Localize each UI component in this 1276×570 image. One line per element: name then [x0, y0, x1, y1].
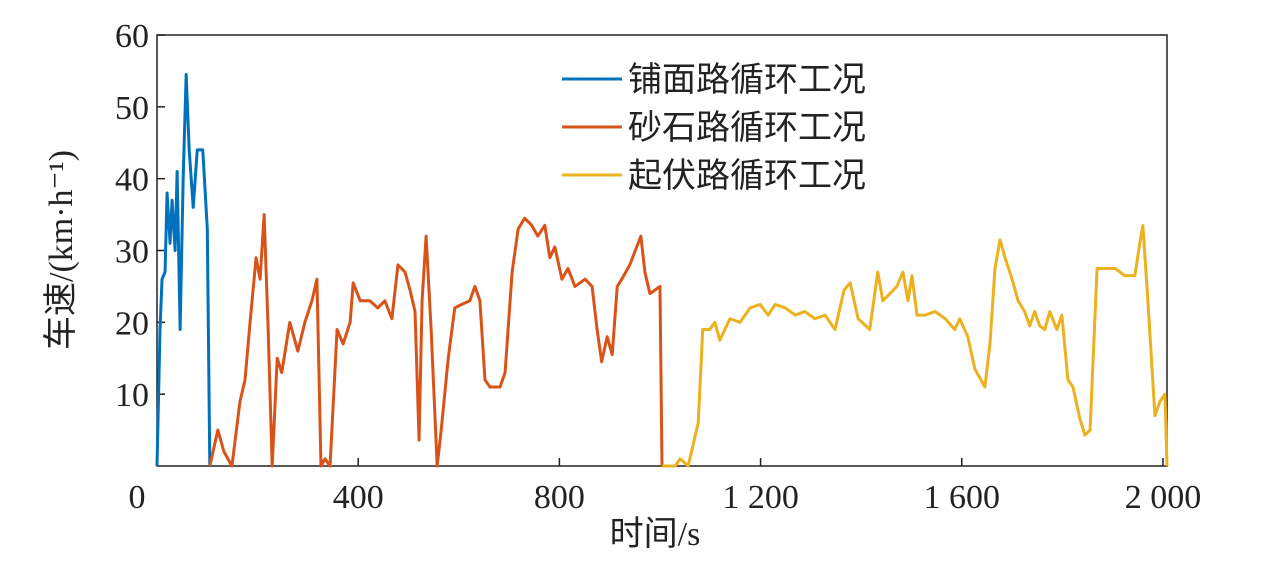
series-line — [208, 213, 664, 468]
legend-label: 砂石路循环工况 — [628, 109, 866, 147]
x-tick-label: 1 200 — [722, 479, 799, 516]
x-tick-label: 800 — [534, 479, 585, 516]
y-tick-label: 60 — [115, 18, 149, 55]
x-tick-label: 2 000 — [1125, 479, 1202, 516]
x-axis-label: 时间/s — [610, 516, 701, 553]
y-axis-label: 车速/(km·h⁻¹) — [42, 150, 80, 350]
y-tick-label: 10 — [115, 377, 149, 414]
y-tick-label: 50 — [115, 90, 149, 127]
y-tick-label: 30 — [115, 234, 149, 271]
x-tick-label: 1 600 — [924, 479, 1001, 516]
x-tick-label: 0 — [129, 479, 146, 516]
y-tick-label: 20 — [115, 305, 149, 342]
legend-label: 铺面路循环工况 — [628, 61, 866, 99]
x-tick-label: 400 — [333, 479, 384, 516]
series-line — [155, 73, 212, 467]
y-tick-label: 40 — [115, 162, 149, 199]
legend-label: 起伏路循环工况 — [628, 157, 866, 195]
series-line — [662, 223, 1169, 468]
